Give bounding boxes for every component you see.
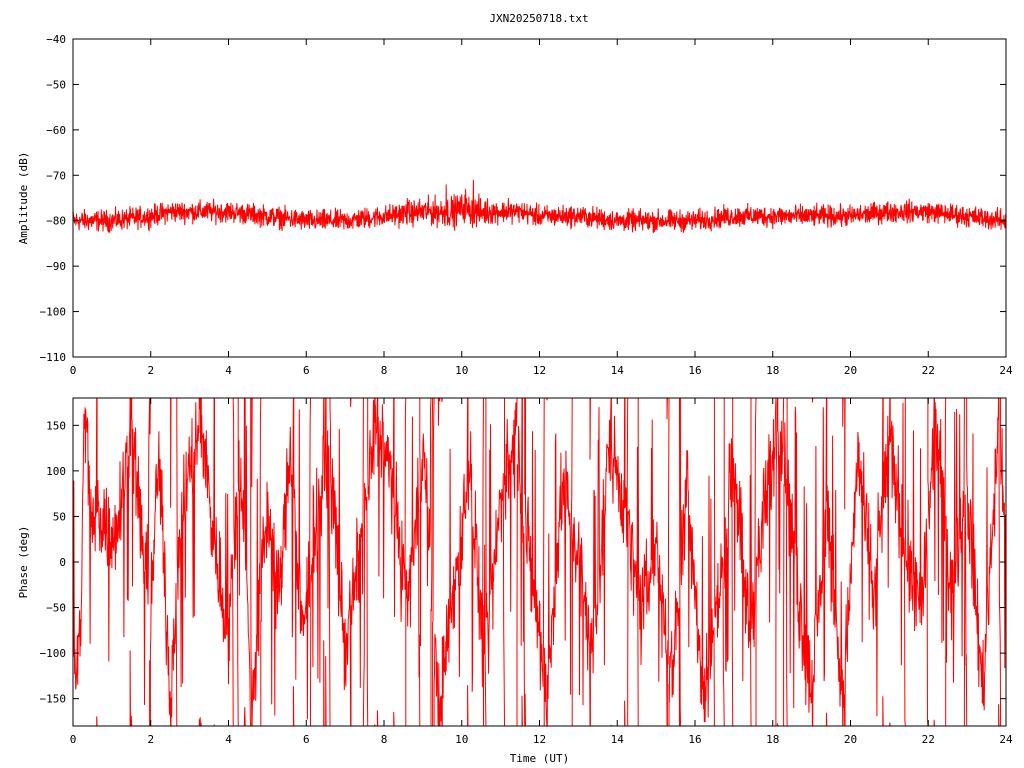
x-tick-label: 18 — [766, 364, 779, 377]
y-axis-label: Amplitude (dB) — [17, 152, 30, 245]
amplitude-series-line — [73, 179, 1006, 234]
panel-phase: 0 2 4 6 8 10 12 14 16 18 20 22 24−150−100−5005010015… — [17, 397, 1013, 765]
x-tick-label: 6 — [303, 733, 310, 746]
x-tick-label: 10 — [455, 733, 468, 746]
x-tick-label: 0 — [70, 364, 77, 377]
x-tick-label: 22 — [922, 733, 935, 746]
x-tick-label: 20 — [844, 733, 857, 746]
x-tick-label: 8 — [381, 733, 388, 746]
y-tick-label: −100 — [40, 647, 67, 660]
plot-frame-phase — [72, 397, 1007, 727]
panel-amplitude: 0 2 4 6 8 10 12 14 16 18 20 22 24−110−100−90−80−70−6… — [17, 33, 1013, 377]
y-tick-label: −50 — [46, 602, 66, 615]
chart-title: JXN20250718.txt — [489, 12, 588, 25]
x-tick-label: 0 — [70, 733, 77, 746]
x-tick-label: 14 — [611, 733, 625, 746]
x-tick-label: 12 — [533, 733, 546, 746]
y-tick-label: −70 — [46, 169, 66, 182]
y-tick-label: 50 — [53, 510, 66, 523]
y-tick-label: 0 — [59, 556, 66, 569]
y-tick-label: −40 — [46, 33, 66, 46]
x-tick-label: 6 — [303, 364, 310, 377]
x-tick-label: 24 — [999, 733, 1013, 746]
x-tick-label: 10 — [455, 364, 468, 377]
y-tick-label: −60 — [46, 124, 66, 137]
y-tick-label: −90 — [46, 260, 66, 273]
y-tick-label: −110 — [40, 351, 67, 364]
y-tick-label: −50 — [46, 78, 66, 91]
y-tick-label: −80 — [46, 215, 66, 228]
plot-frame-amplitude — [72, 38, 1007, 358]
y-tick-label: 150 — [46, 419, 66, 432]
x-tick-label: 2 — [147, 364, 154, 377]
x-tick-label: 8 — [381, 364, 388, 377]
x-tick-label: 12 — [533, 364, 546, 377]
y-tick-label: −100 — [40, 306, 67, 319]
x-tick-label: 4 — [225, 364, 232, 377]
x-tick-label: 18 — [766, 733, 779, 746]
x-tick-label: 14 — [611, 364, 625, 377]
x-tick-label: 2 — [147, 733, 154, 746]
x-tick-label: 4 — [225, 733, 232, 746]
x-tick-label: 16 — [688, 364, 701, 377]
y-tick-label: 100 — [46, 465, 66, 478]
y-tick-label: −150 — [40, 693, 67, 706]
y-axis-label: Phase (deg) — [17, 526, 30, 599]
x-tick-label: 22 — [922, 364, 935, 377]
chart-panels: 0 2 4 6 8 10 12 14 16 18 20 22 24−110−100−90−80−70−6… — [17, 33, 1013, 765]
x-tick-label: 20 — [844, 364, 857, 377]
x-tick-label: 16 — [688, 733, 701, 746]
phase-series-line — [73, 398, 1006, 726]
x-tick-label: 24 — [999, 364, 1013, 377]
x-axis-label: Time (UT) — [510, 752, 570, 765]
